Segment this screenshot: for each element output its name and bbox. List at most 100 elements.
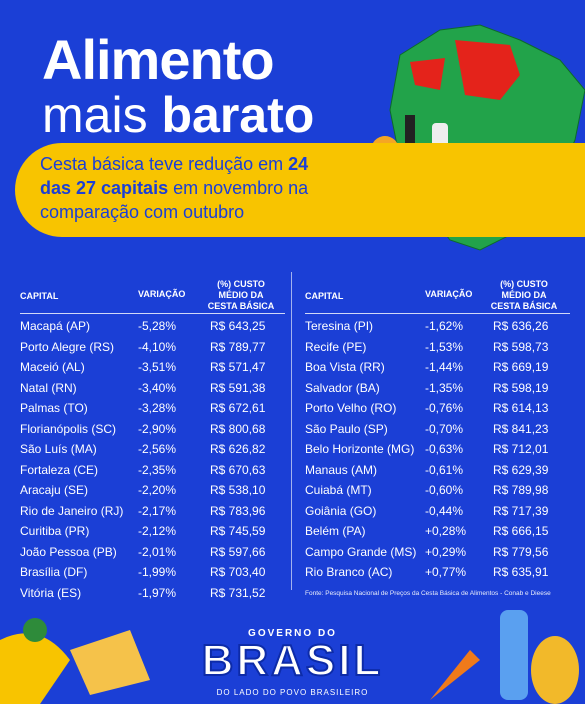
title: mais barato <box>42 88 314 142</box>
header-rule <box>20 313 285 314</box>
table-cell: R$ 598,73 <box>493 339 549 354</box>
table-cell: Vitória (ES) <box>20 585 82 600</box>
table-cell: Florianópolis (SC) <box>20 421 117 436</box>
table-cell: Teresina (PI) <box>305 319 374 333</box>
table-cell: R$ 669,19 <box>493 360 549 374</box>
table-cell: Fortaleza (CE) <box>20 462 99 477</box>
table-cell: -4,10% <box>138 339 177 354</box>
table-cell: R$ 591,38 <box>210 380 266 395</box>
table-cell: +0,29% <box>425 544 467 559</box>
table-cell: R$ 672,61 <box>210 401 266 415</box>
table-cell: R$ 538,10 <box>210 483 266 497</box>
table-cell: São Luís (MA) <box>20 442 97 456</box>
table-cell: R$ 731,52 <box>210 585 266 600</box>
table-cell: Macapá (AP) <box>20 319 91 333</box>
subtitle-highlight: 24 das 27 capitais <box>40 154 309 198</box>
basket-handle <box>405 115 415 165</box>
table-cell: -1,35% <box>425 380 464 395</box>
tagline: DO LADO DO POVO BRASILEIRO <box>216 688 369 697</box>
table-cell: João Pessoa (PB) <box>20 544 117 559</box>
table-cell: R$ 789,98 <box>493 483 549 497</box>
map-region <box>410 58 445 90</box>
title: Alimento <box>42 28 275 91</box>
table-cell: Natal (RN) <box>20 380 77 395</box>
table-cell: +0,77% <box>425 565 467 579</box>
title-light: mais <box>42 87 148 143</box>
table-cell: -0,70% <box>425 421 464 436</box>
footer-top: GOVERNO DO <box>248 628 337 639</box>
table-cell: +0,28% <box>425 524 467 538</box>
table-cell: Rio Branco (AC) <box>305 565 393 579</box>
banner <box>15 143 585 237</box>
table-cell: -1,99% <box>138 565 177 579</box>
table-cell: Rio de Janeiro (RJ) <box>20 503 124 518</box>
table-cell: Salvador (BA) <box>305 380 380 395</box>
table-cell: Cuiabá (MT) <box>305 483 372 497</box>
table-cell: R$ 841,23 <box>493 421 549 436</box>
table-cell: R$ 666,15 <box>493 524 549 538</box>
table-cell: Maceió (AL) <box>20 360 85 374</box>
table-cell: -2,90% <box>138 421 177 436</box>
table-cell: -2,12% <box>138 524 177 538</box>
table-cell: R$ 614,13 <box>493 401 549 415</box>
column-header: (%) CUSTO MÉDIO DA CESTA BÁSICA <box>490 279 558 311</box>
table-cell: Manaus (AM) <box>305 462 378 477</box>
table-cell: R$ 779,56 <box>493 544 549 559</box>
table-cell: -2,35% <box>138 462 177 477</box>
table-cell: Recife (PE) <box>305 339 367 354</box>
table-cell: -1,53% <box>425 339 464 354</box>
table-cell: R$ 800,68 <box>210 421 266 436</box>
table-cell: Porto Alegre (RS) <box>20 339 115 354</box>
table-cell: Porto Velho (RO) <box>305 401 397 415</box>
logo: BRASIL <box>201 635 384 686</box>
table-cell: -0,63% <box>425 442 464 456</box>
food <box>430 650 480 700</box>
table-cell: R$ 636,26 <box>493 319 549 333</box>
table-cell: Belém (PA) <box>305 524 366 538</box>
table-cell: R$ 670,63 <box>210 462 266 477</box>
table-cell: -3,28% <box>138 401 177 415</box>
table-cell: Campo Grande (MS) <box>305 544 417 559</box>
table-cell: -0,60% <box>425 483 464 497</box>
table-cell: R$ 598,19 <box>493 380 549 395</box>
divider <box>291 272 292 590</box>
table-cell: Curitiba (PR) <box>20 524 90 538</box>
table-cell: Boa Vista (RR) <box>305 360 385 374</box>
table-cell: -1,62% <box>425 319 464 333</box>
table-cell: R$ 643,25 <box>210 319 266 333</box>
table-cell: R$ 635,91 <box>493 565 549 579</box>
table-cell: R$ 712,01 <box>493 442 549 456</box>
table-cell: R$ 717,39 <box>493 503 549 518</box>
table-cell: -1,97% <box>138 585 177 600</box>
table-cell: São Paulo (SP) <box>305 421 388 436</box>
table-cell: -3,51% <box>138 360 177 374</box>
food <box>70 630 150 695</box>
table-cell: -2,20% <box>138 483 177 497</box>
table-cell: R$ 597,66 <box>210 544 266 559</box>
table-cell: Belo Horizonte (MG) <box>305 442 415 456</box>
table-cell: Goiânia (GO) <box>305 503 377 518</box>
column-header: CAPITAL <box>305 291 344 301</box>
table-cell: Brasília (DF) <box>20 565 88 579</box>
table-cell: R$ 626,82 <box>210 442 266 456</box>
food <box>0 633 70 704</box>
table-cell: R$ 703,40 <box>210 565 266 579</box>
table-cell: R$ 571,47 <box>210 360 266 374</box>
table-cell: -5,28% <box>138 319 177 333</box>
table-cell: R$ 745,59 <box>210 524 266 538</box>
column-header: (%) CUSTO MÉDIO DA CESTA BÁSICA <box>207 279 275 311</box>
source: Fonte: Pesquisa Nacional de Preços da Ce… <box>305 590 551 597</box>
header-rule <box>305 313 570 314</box>
table-cell: -1,44% <box>425 360 464 374</box>
title-bold: barato <box>161 87 315 143</box>
table-cell: R$ 789,77 <box>210 339 266 354</box>
column-header: VARIAÇÃO <box>425 289 473 299</box>
table-cell: -2,01% <box>138 544 177 559</box>
food <box>531 636 579 704</box>
column-header: CAPITAL <box>20 291 59 301</box>
subtitle-text: Cesta básica teve redução em <box>40 154 289 174</box>
subtitle-text: em novembro na comparação com outubro <box>40 178 309 222</box>
table-cell: Palmas (TO) <box>20 401 88 415</box>
